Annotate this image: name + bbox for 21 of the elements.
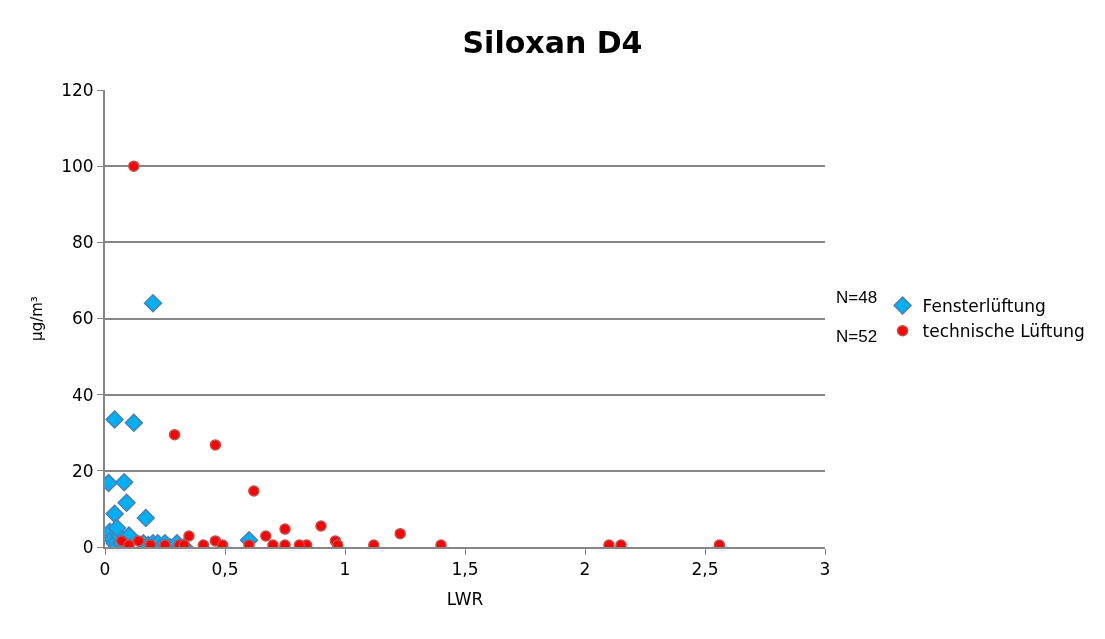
y-tick-label: 100 — [61, 156, 94, 177]
legend-label: Fensterlüftung — [922, 296, 1046, 317]
text: N=52 — [836, 327, 878, 346]
x-axis-title: LWR — [446, 589, 484, 610]
y-tick-label: 40 — [71, 384, 94, 405]
y-tick-label: 120 — [61, 79, 94, 100]
chart-title: Siloxan D4 — [462, 24, 643, 60]
legend-label: technische Lüftung — [922, 321, 1085, 342]
x-tick-label: 1,5 — [451, 559, 479, 580]
y-tick-label: 0 — [82, 536, 94, 557]
text: N=48 — [836, 288, 878, 307]
x-tick-label: 0 — [99, 559, 111, 580]
x-tick-label: 2,5 — [691, 559, 719, 580]
y-tick-label: 20 — [71, 460, 94, 481]
x-tick-label: 0,5 — [211, 559, 239, 580]
x-tick-label: 1 — [339, 559, 351, 580]
x-tick-label: 2 — [579, 559, 591, 580]
y-tick-label: 60 — [71, 308, 94, 329]
y-axis-title: µg/m³ — [27, 296, 46, 341]
x-tick-label: 3 — [819, 559, 831, 580]
y-tick-label: 80 — [71, 232, 94, 253]
